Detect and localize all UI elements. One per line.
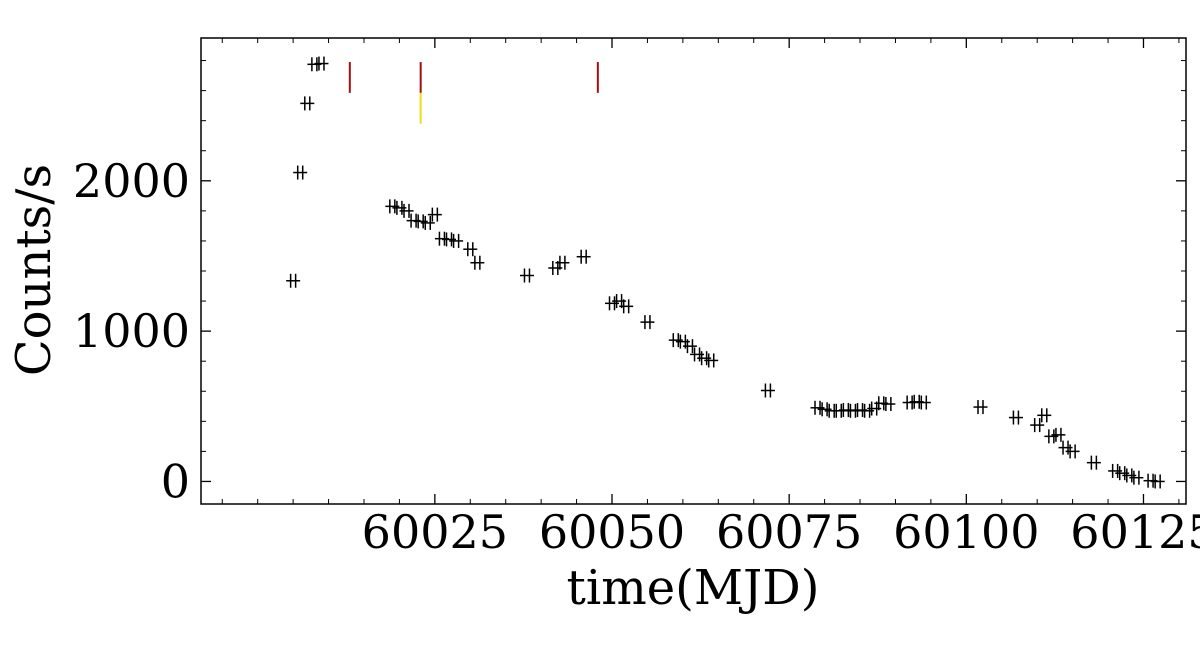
data-point	[1065, 444, 1080, 459]
data-point	[1037, 408, 1052, 423]
data-point	[1051, 427, 1066, 442]
plot-area	[286, 56, 1165, 489]
y-tick-label: 1000	[73, 304, 190, 358]
x-tick-label: 60050	[539, 505, 685, 559]
data-point	[760, 383, 775, 398]
data-point	[1030, 418, 1045, 433]
data-point	[300, 96, 315, 111]
data-point	[470, 255, 485, 270]
x-tick-label: 60075	[716, 505, 862, 559]
y-axis-label: Counts/s	[6, 164, 62, 376]
data-point	[286, 273, 301, 288]
data-point	[682, 339, 697, 354]
axes: 60025 60050 60075 60100 60125 0 1000 2000	[73, 37, 1200, 559]
data-point	[519, 268, 534, 283]
data-point	[640, 315, 655, 330]
data-point	[916, 395, 931, 410]
x-tick-label: 60025	[362, 505, 508, 559]
data-point	[449, 233, 464, 248]
y-tick-label: 2000	[73, 154, 190, 208]
data-point	[420, 215, 435, 230]
plot-frame	[200, 37, 1187, 505]
data-point	[293, 165, 308, 180]
x-tick-label: 60100	[893, 505, 1039, 559]
data-point	[1129, 470, 1144, 485]
data-point	[555, 255, 570, 270]
data-point	[427, 207, 442, 222]
data-point	[314, 56, 329, 71]
data-point	[399, 203, 414, 218]
data-point	[704, 353, 719, 368]
data-point	[576, 249, 591, 264]
data-point	[1086, 455, 1101, 470]
data-point	[973, 400, 988, 415]
data-point	[1008, 410, 1023, 425]
x-axis-label: time(MJD)	[567, 560, 820, 616]
y-tick-label: 0	[161, 454, 190, 508]
data-point	[463, 242, 478, 257]
data-point	[619, 299, 634, 314]
x-tick-label: 60125	[1070, 505, 1200, 559]
data-point	[881, 397, 896, 412]
data-point	[1150, 474, 1165, 489]
